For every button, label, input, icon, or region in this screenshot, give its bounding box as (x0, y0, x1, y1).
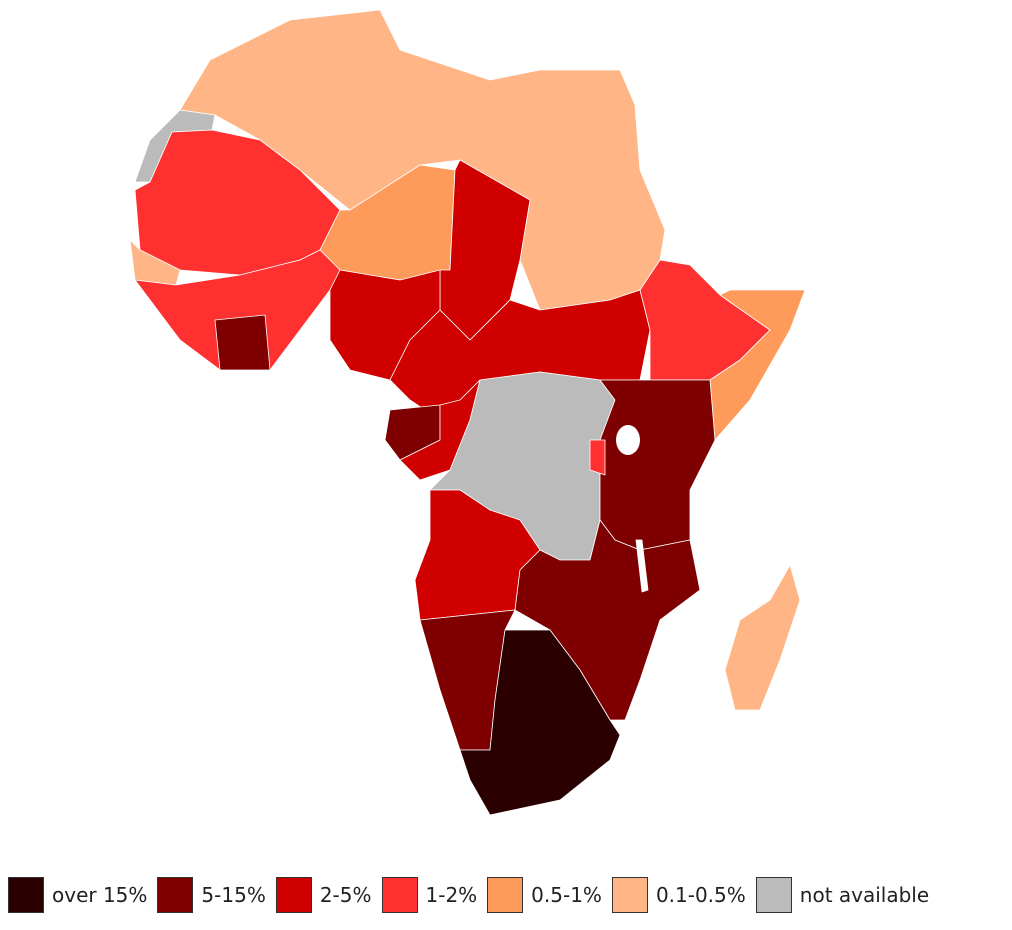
legend-label: 1-2% (425, 883, 478, 907)
rwanda-burundi (589, 439, 606, 476)
legend-label: 0.1-0.5% (655, 883, 746, 907)
east-africa (599, 379, 716, 551)
legend-item: 0.5-1% (487, 877, 602, 913)
legend-item: over 15% (8, 877, 147, 913)
legend-swatch (275, 877, 312, 913)
legend-swatch (755, 877, 792, 913)
africa-map (129, 9, 806, 816)
legend-item: 2-5% (275, 877, 372, 913)
lake-malawi (635, 539, 649, 593)
legend-item: 1-2% (381, 877, 478, 913)
southeast-africa (514, 519, 701, 721)
somalia (709, 289, 806, 441)
senegal (129, 239, 181, 286)
legend-swatch (487, 877, 524, 913)
legend-label: 0.5-1% (531, 883, 602, 907)
legend-item: 0.1-0.5% (611, 877, 746, 913)
ivory-coast (214, 314, 271, 371)
southern-africa (459, 629, 621, 816)
legend: over 15% 5-15% 2-5% 1-2% 0.5-1% 0.1-0.5% not a… (8, 877, 929, 913)
legend-label: 5-15% (201, 883, 266, 907)
lake-victoria (616, 425, 640, 455)
legend-item: 5-15% (157, 877, 266, 913)
legend-swatch (381, 877, 418, 913)
legend-swatch (611, 877, 648, 913)
legend-label: not available (799, 883, 930, 907)
legend-item: not available (755, 877, 930, 913)
legend-label: over 15% (52, 883, 148, 907)
legend-label: 2-5% (319, 883, 372, 907)
madagascar (724, 564, 801, 711)
legend-swatch (157, 877, 194, 913)
legend-swatch (8, 877, 44, 913)
